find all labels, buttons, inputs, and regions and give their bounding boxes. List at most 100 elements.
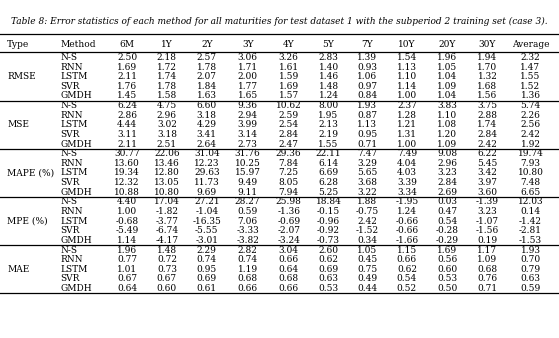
Text: 1.00: 1.00 — [117, 207, 137, 216]
Text: 0.70: 0.70 — [520, 255, 541, 264]
Text: 1.71: 1.71 — [238, 63, 258, 72]
Text: -5.55: -5.55 — [195, 226, 219, 235]
Text: 8.00: 8.00 — [319, 101, 339, 110]
Text: 1.48: 1.48 — [319, 82, 339, 91]
Text: 1.10: 1.10 — [437, 111, 457, 120]
Text: 1.05: 1.05 — [357, 246, 377, 255]
Text: GMDH: GMDH — [60, 140, 92, 149]
Text: 0.72: 0.72 — [157, 255, 177, 264]
Text: -3.33: -3.33 — [236, 226, 259, 235]
Text: 3.23: 3.23 — [437, 169, 457, 177]
Text: 0.97: 0.97 — [357, 82, 377, 91]
Text: 1.93: 1.93 — [520, 246, 541, 255]
Text: 3.22: 3.22 — [358, 188, 377, 197]
Text: 2.64: 2.64 — [197, 140, 217, 149]
Text: -0.75: -0.75 — [356, 207, 379, 216]
Text: 0.74: 0.74 — [238, 255, 258, 264]
Text: 2.42: 2.42 — [520, 130, 541, 139]
Text: 2.47: 2.47 — [279, 140, 299, 149]
Text: 10.62: 10.62 — [276, 101, 301, 110]
Text: 2.42: 2.42 — [477, 140, 498, 149]
Text: 1.06: 1.06 — [357, 72, 377, 81]
Text: 0.71: 0.71 — [357, 140, 377, 149]
Text: 25.98: 25.98 — [276, 197, 302, 207]
Text: 1.69: 1.69 — [437, 246, 457, 255]
Text: 7.49: 7.49 — [397, 149, 417, 158]
Text: GMDH: GMDH — [60, 188, 92, 197]
Text: -1.66: -1.66 — [395, 236, 419, 245]
Text: 0.75: 0.75 — [357, 265, 377, 274]
Text: 29.36: 29.36 — [276, 149, 301, 158]
Text: 1.09: 1.09 — [437, 82, 457, 91]
Text: 10.88: 10.88 — [114, 188, 140, 197]
Text: 2.54: 2.54 — [278, 120, 299, 129]
Text: -0.96: -0.96 — [317, 217, 340, 226]
Text: 0.77: 0.77 — [117, 255, 137, 264]
Text: 3Y: 3Y — [242, 40, 254, 49]
Text: RNN: RNN — [60, 207, 83, 216]
Text: 1.04: 1.04 — [437, 72, 457, 81]
Text: 3.75: 3.75 — [477, 101, 498, 110]
Text: LSTM: LSTM — [60, 120, 88, 129]
Text: 1.40: 1.40 — [319, 63, 339, 72]
Text: -3.01: -3.01 — [195, 236, 218, 245]
Text: 3.60: 3.60 — [477, 188, 498, 197]
Text: 7.84: 7.84 — [278, 159, 299, 168]
Text: RNN: RNN — [60, 111, 83, 120]
Text: 4Y: 4Y — [283, 40, 295, 49]
Text: MAPE (%): MAPE (%) — [7, 168, 54, 177]
Text: 3.99: 3.99 — [238, 120, 258, 129]
Text: 7.93: 7.93 — [520, 159, 541, 168]
Text: 0.34: 0.34 — [357, 236, 377, 245]
Text: 2.13: 2.13 — [319, 120, 339, 129]
Text: 10.80: 10.80 — [518, 169, 543, 177]
Text: 0.79: 0.79 — [520, 265, 541, 274]
Text: 1.48: 1.48 — [157, 246, 177, 255]
Text: Average: Average — [511, 40, 549, 49]
Text: 0.60: 0.60 — [437, 265, 457, 274]
Text: 18.84: 18.84 — [316, 197, 342, 207]
Text: 1.19: 1.19 — [238, 265, 258, 274]
Text: 1.28: 1.28 — [397, 111, 417, 120]
Text: 31.76: 31.76 — [235, 149, 260, 158]
Text: 1.24: 1.24 — [319, 92, 339, 100]
Text: N-S: N-S — [60, 149, 77, 158]
Text: 1.70: 1.70 — [477, 63, 498, 72]
Text: 2.96: 2.96 — [437, 159, 457, 168]
Text: -2.07: -2.07 — [277, 226, 300, 235]
Text: -1.52: -1.52 — [356, 226, 379, 235]
Text: N-S: N-S — [60, 246, 77, 255]
Text: 0.56: 0.56 — [437, 255, 457, 264]
Text: 2.07: 2.07 — [197, 72, 217, 81]
Text: 7.47: 7.47 — [357, 149, 377, 158]
Text: 6.69: 6.69 — [319, 169, 339, 177]
Text: 4.75: 4.75 — [157, 101, 177, 110]
Text: 3.42: 3.42 — [477, 169, 498, 177]
Text: 3.06: 3.06 — [238, 53, 258, 62]
Text: 0.03: 0.03 — [437, 197, 457, 207]
Text: SVR: SVR — [60, 274, 79, 284]
Text: 1.55: 1.55 — [520, 72, 541, 81]
Text: N-S: N-S — [60, 101, 77, 110]
Text: 3.39: 3.39 — [397, 178, 417, 187]
Text: 1.55: 1.55 — [319, 140, 339, 149]
Text: 3.23: 3.23 — [477, 207, 498, 216]
Text: 6.24: 6.24 — [117, 101, 137, 110]
Text: 3.41: 3.41 — [197, 130, 217, 139]
Text: 1.69: 1.69 — [117, 63, 137, 72]
Text: 13.05: 13.05 — [154, 178, 180, 187]
Text: 7.94: 7.94 — [278, 188, 299, 197]
Text: 1.15: 1.15 — [397, 246, 417, 255]
Text: 0.54: 0.54 — [437, 217, 457, 226]
Text: 1.96: 1.96 — [437, 53, 457, 62]
Text: 0.87: 0.87 — [357, 111, 377, 120]
Text: 1.94: 1.94 — [477, 53, 498, 62]
Text: 12.32: 12.32 — [114, 178, 140, 187]
Text: 0.76: 0.76 — [477, 274, 498, 284]
Text: 1.63: 1.63 — [197, 92, 217, 100]
Text: 2.56: 2.56 — [520, 120, 541, 129]
Text: 0.50: 0.50 — [437, 284, 457, 293]
Text: 0.47: 0.47 — [437, 207, 457, 216]
Text: 0.95: 0.95 — [197, 265, 217, 274]
Text: 1.95: 1.95 — [319, 111, 339, 120]
